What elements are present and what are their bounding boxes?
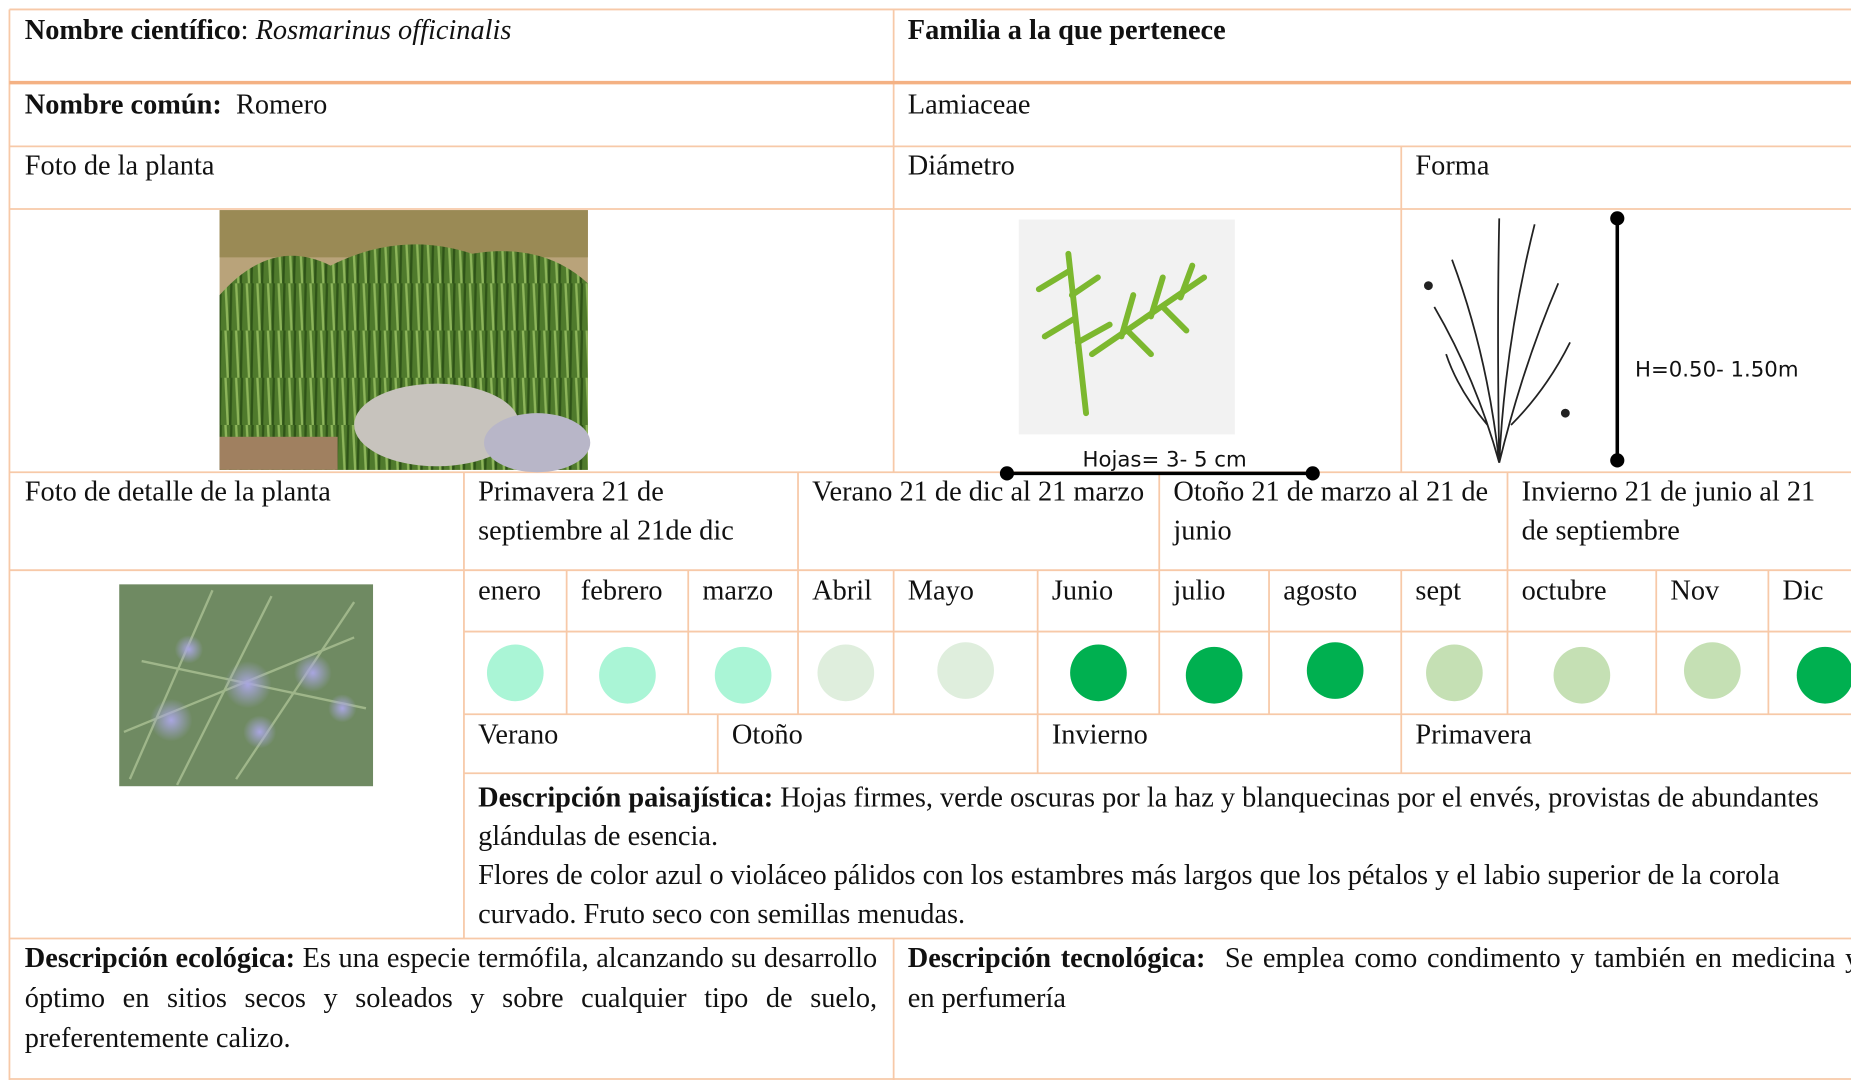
month-label: Abril <box>812 576 873 607</box>
month-indicator <box>1426 644 1483 702</box>
month-indicator <box>486 644 544 702</box>
month-indicator <box>937 642 994 699</box>
season-header: Otoño 21 de marzo al 21 de junio <box>1173 476 1489 547</box>
paragraph: Flores de color azul o violáceo pálidos … <box>478 860 1780 931</box>
leaf-illustration <box>1018 219 1235 435</box>
shape-measure: H=0.50- 1.50m <box>1634 357 1799 383</box>
dimension-lines <box>999 211 1625 481</box>
season-name: Otoño <box>731 720 803 751</box>
season-header: Invierno 21 de junio al 21 de septiembre <box>1521 476 1816 547</box>
text: Se emplea como condimento y también en m… <box>907 943 1851 1015</box>
month-indicator <box>599 646 656 704</box>
scientific-name: Nombre científico: Rosmarinus officinali… <box>25 12 512 51</box>
text: Hojas firmes, verde oscuras por la haz y… <box>478 782 1819 853</box>
month-indicator <box>1185 646 1243 704</box>
month-indicator <box>1553 646 1611 704</box>
month-label: enero <box>478 576 542 607</box>
month-label: julio <box>1173 576 1226 607</box>
family-label: Familia a la que pertenece <box>907 15 1226 47</box>
paragraph: Descripción paisajística: Hojas firmes, … <box>478 779 1845 857</box>
month-indicator <box>1306 642 1364 699</box>
month-indicator <box>817 644 875 702</box>
common-name: Nombre común: Romero <box>25 86 327 125</box>
season-header: Verano 21 de dic al 21 marzo <box>812 476 1145 508</box>
detail-photo <box>119 584 374 787</box>
label: Nombre científico <box>24 15 241 47</box>
month-indicator <box>714 646 772 704</box>
technological-description: Descripción tecnológica: Se emplea como … <box>908 938 1851 1018</box>
season-name: Invierno <box>1051 720 1148 751</box>
month-label: Dic <box>1782 576 1824 607</box>
diameter-measure: Hojas= 3- 5 cm <box>1082 447 1247 473</box>
value: Romero <box>235 89 328 121</box>
month-label: febrero <box>580 576 663 607</box>
family-value: Lamiaceae <box>907 89 1031 121</box>
season-name: Verano <box>478 720 559 751</box>
label: Descripción paisajística: <box>478 782 774 814</box>
month-label: Nov <box>1670 576 1720 607</box>
detail-photo-label: Foto de detalle de la planta <box>24 476 331 508</box>
month-label: Mayo <box>907 576 974 607</box>
landscape-description: Descripción paisajística: Hojas firmes, … <box>478 779 1845 935</box>
label: Descripción tecnológica: <box>907 943 1206 974</box>
separator: : <box>240 15 249 47</box>
month-indicator <box>1070 644 1127 702</box>
shape-sketch <box>1423 218 1571 463</box>
season-header: Primavera 21 de septiembre al 21de dic <box>478 476 734 547</box>
photo-label: Foto de la planta <box>24 151 215 182</box>
month-label: octubre <box>1521 576 1607 607</box>
month-indicator <box>1683 642 1741 699</box>
month-label: agosto <box>1283 576 1358 607</box>
season-name: Primavera <box>1415 720 1532 751</box>
text: Es una especie termófila, alcanzando su … <box>24 943 878 1055</box>
photo <box>219 210 591 473</box>
month-indicator <box>1796 646 1851 704</box>
month-label: sept <box>1415 576 1462 607</box>
shape-label: Forma <box>1415 151 1490 182</box>
diameter-label: Diámetro <box>907 151 1015 182</box>
value: Rosmarinus officinalis <box>255 15 512 47</box>
month-label: marzo <box>702 576 774 607</box>
label: Nombre común: <box>24 89 222 121</box>
month-label: Junio <box>1051 576 1114 607</box>
ecological-description: Descripción ecológica: Es una especie te… <box>25 938 877 1058</box>
label: Descripción ecológica: <box>24 943 296 974</box>
